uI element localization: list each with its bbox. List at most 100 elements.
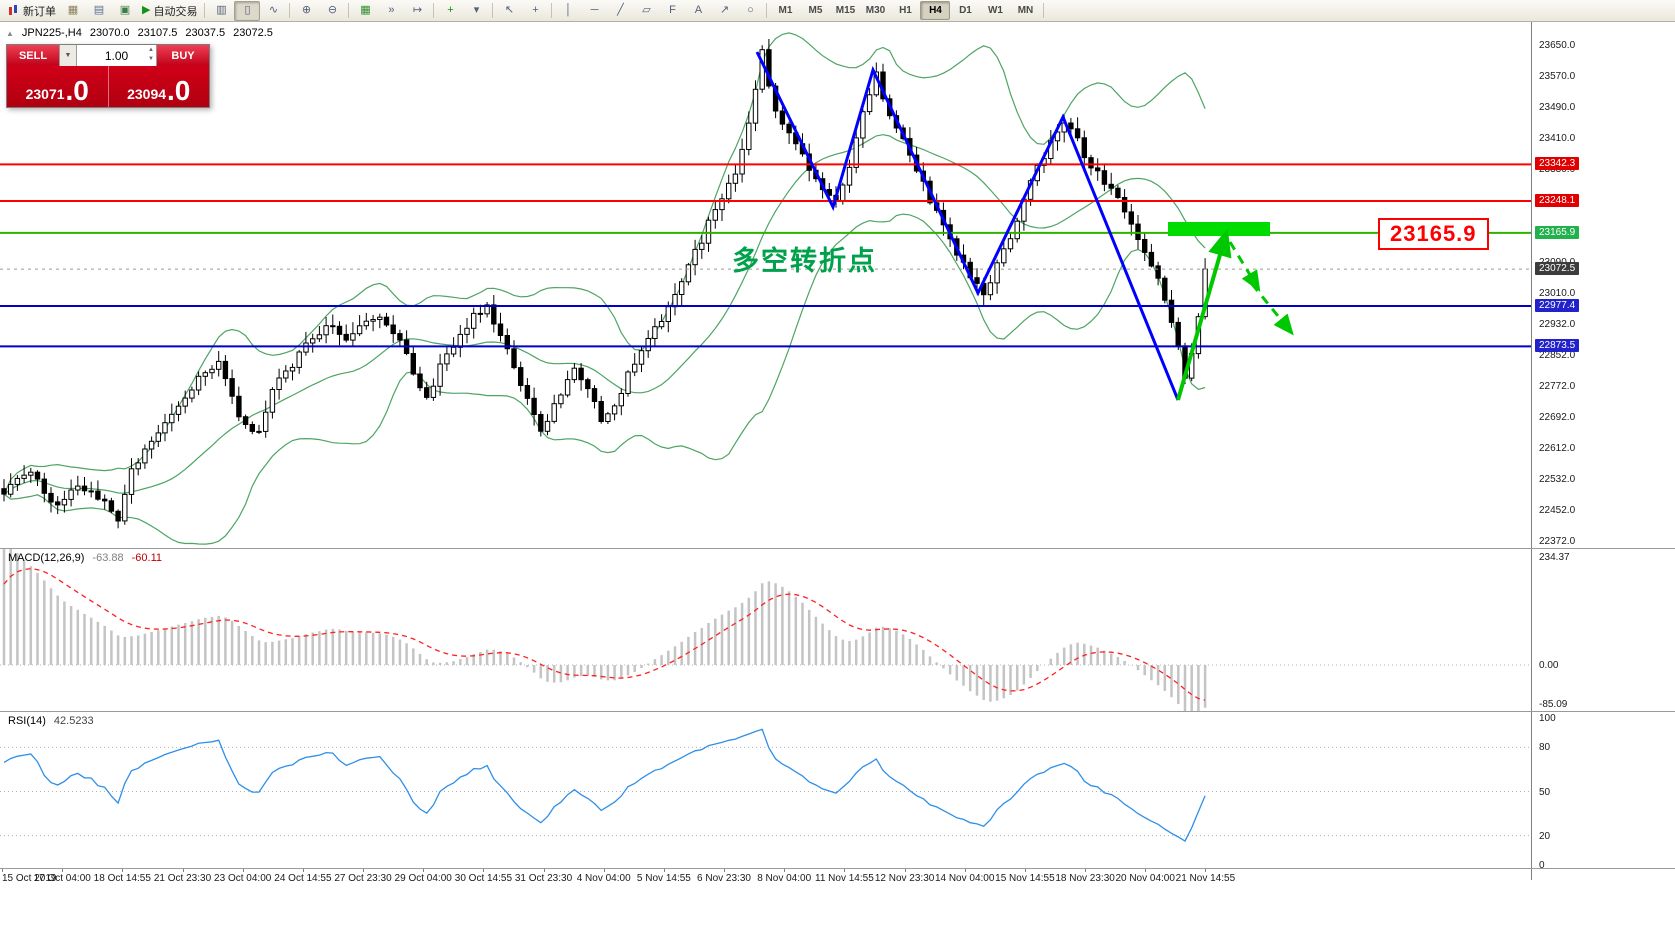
candlestick-chart-icon: ▯ [244, 4, 251, 16]
symbol-info-line: ▲ JPN225-,H4 23070.0 23107.5 23037.5 230… [6, 27, 273, 39]
trendline-button[interactable]: ╱ [607, 1, 633, 21]
timeframe-button-m15[interactable]: M15 [835, 5, 856, 16]
data-window-button[interactable]: ▣ [112, 1, 138, 21]
price-axis-label: 22932.0 [1539, 318, 1576, 330]
pane-separator[interactable] [0, 711, 1675, 712]
time-axis-label: 15 Oct 2019 [2, 873, 57, 884]
line-chart-button[interactable]: ∿ [260, 1, 286, 21]
horizontal-line-icon: ─ [590, 4, 599, 16]
price-axis-label: 23570.0 [1539, 71, 1576, 82]
macd-value: -63.88 [92, 552, 124, 564]
chart-shift-button[interactable]: ↦ [404, 1, 430, 21]
candlestick-chart-button[interactable]: ▯ [234, 0, 261, 21]
buy-price-big-digits: .0 [167, 74, 191, 106]
time-tick [964, 869, 966, 872]
timeframe-button-mn[interactable]: MN [1017, 5, 1034, 16]
window-menu-icon[interactable]: ▲ [6, 28, 14, 38]
zoom-out-button[interactable]: ⊖ [319, 1, 345, 21]
fibonacci-button[interactable]: F [659, 1, 685, 21]
timeframe-button-m1[interactable]: M1 [778, 5, 793, 16]
toolbar-separator [766, 3, 768, 18]
vertical-line-button[interactable]: │ [555, 1, 581, 21]
arrows-button[interactable]: ↗ [711, 1, 737, 21]
timeframe-button-m5[interactable]: M5 [808, 5, 823, 16]
autotrading-button[interactable]: ▶ 自动交易 [138, 1, 201, 21]
trendline-icon: ╱ [617, 4, 624, 16]
horizontal-lines[interactable] [0, 163, 1531, 348]
price-axis[interactable]: 23650.023570.023490.023410.023330.023090… [1531, 22, 1675, 880]
tile-windows-button[interactable]: ▦ [352, 1, 378, 21]
volume-input[interactable]: 1.00 ▲ ▼ [77, 45, 157, 66]
main-chart-canvas[interactable]: 多空转折点 [0, 22, 1531, 548]
sell-button[interactable]: SELL [7, 45, 59, 66]
time-axis-label: 31 Oct 23:30 [514, 873, 573, 884]
horizontal-line-button[interactable]: ─ [581, 1, 607, 21]
rsi-name: RSI(14) [8, 715, 46, 727]
time-tick [1085, 869, 1087, 872]
time-axis-label: 23 Oct 04:00 [214, 873, 272, 884]
timeframe-button-h1[interactable]: H1 [899, 5, 912, 16]
price-axis-label: 22452.0 [1539, 505, 1576, 516]
crosshair-button[interactable]: + [522, 1, 548, 21]
volume-dropdown-button[interactable]: ▼ [59, 45, 77, 66]
price-callout-label[interactable]: 23165.9 [1378, 218, 1489, 250]
time-axis-label: 20 Nov 04:00 [1115, 873, 1175, 884]
rsi-axis-label: 100 [1539, 713, 1556, 724]
pane-separator[interactable] [0, 868, 1675, 869]
candles [1, 39, 1208, 529]
time-tick [423, 869, 425, 872]
time-axis-label: 8 Nov 04:00 [757, 873, 812, 884]
chart-annotation-text: 多空转折点 [732, 245, 877, 276]
annotations[interactable]: 多空转折点 [732, 51, 1294, 401]
timeframe-button-m30[interactable]: M30 [865, 5, 886, 16]
channel-button[interactable]: ▱ [633, 1, 659, 21]
sell-price[interactable]: 23071 .0 [7, 66, 108, 107]
price-axis-label: 23490.0 [1539, 102, 1576, 114]
buy-button[interactable]: BUY [157, 45, 209, 66]
chart-dropdown-button[interactable]: ▾ [463, 1, 489, 21]
price-badge: 22977.4 [1535, 299, 1580, 312]
buy-price-main: 23094 [127, 85, 167, 102]
rsi-axis-label: 20 [1539, 830, 1551, 842]
shapes-icon: ○ [747, 4, 754, 16]
time-axis-label: 27 Oct 23:30 [334, 873, 392, 884]
price-axis-label: 22692.0 [1539, 411, 1576, 423]
buy-price[interactable]: 23094 .0 [107, 66, 210, 107]
volume-spinner[interactable]: ▲ ▼ [148, 47, 154, 62]
charts-grid-icon: ▦ [67, 4, 79, 16]
rsi-line [3, 728, 1206, 843]
new-order-button[interactable]: 新订单 [3, 1, 60, 21]
toolbar: 新订单 ▦ ▤ ▣ ▶ 自动交易 ▥ ▯ ∿ ⊕ ⊖ ▦ » ↦ + ▾ ↖ + │ ─ ╱ ▱ F A ↗ ○ M1 M5 M15 M3… [0, 0, 1675, 22]
timeframe-button-w1[interactable]: W1 [987, 5, 1003, 16]
autotrading-icon: ▶ [142, 4, 151, 16]
macd-pane-canvas[interactable] [0, 549, 1531, 711]
charts-grid-button[interactable]: ▦ [60, 1, 86, 21]
price-axis-label: 23410.0 [1539, 133, 1576, 145]
rsi-pane-canvas[interactable] [0, 712, 1531, 867]
text-button[interactable]: A [685, 1, 711, 21]
time-tick [1145, 869, 1147, 872]
auto-scroll-button[interactable]: » [378, 1, 404, 21]
time-axis[interactable]: 15 Oct 2019 17 Oct 04:00 18 Oct 14:55 21 Oc… [0, 869, 1531, 891]
sell-price-big-digits: .0 [65, 74, 89, 106]
toolbar-separator [1043, 3, 1045, 18]
new-chart-button[interactable]: + [437, 1, 463, 21]
bar-chart-button[interactable]: ▥ [208, 1, 234, 21]
time-axis-label: 6 Nov 23:30 [697, 873, 751, 884]
time-axis-label: 14 Nov 04:00 [934, 873, 995, 884]
green-dashed-arrow [1250, 283, 1294, 336]
shapes-button[interactable]: ○ [737, 1, 763, 21]
profiles-button[interactable]: ▤ [86, 1, 112, 21]
time-tick [724, 869, 725, 872]
timeframe-button-h4[interactable]: H4 [920, 1, 951, 20]
ohlc-close: 23072.5 [233, 27, 273, 39]
time-axis-label: 17 Oct 04:00 [33, 873, 91, 884]
toolbar-separator [204, 3, 206, 18]
time-tick [242, 869, 244, 872]
timeframe-button-d1[interactable]: D1 [959, 5, 972, 16]
pane-separator[interactable] [0, 548, 1675, 549]
time-tick [363, 869, 364, 872]
zoom-in-button[interactable]: ⊕ [293, 1, 319, 21]
cursor-button[interactable]: ↖ [496, 1, 522, 21]
blue-zigzag-line [755, 51, 1180, 401]
